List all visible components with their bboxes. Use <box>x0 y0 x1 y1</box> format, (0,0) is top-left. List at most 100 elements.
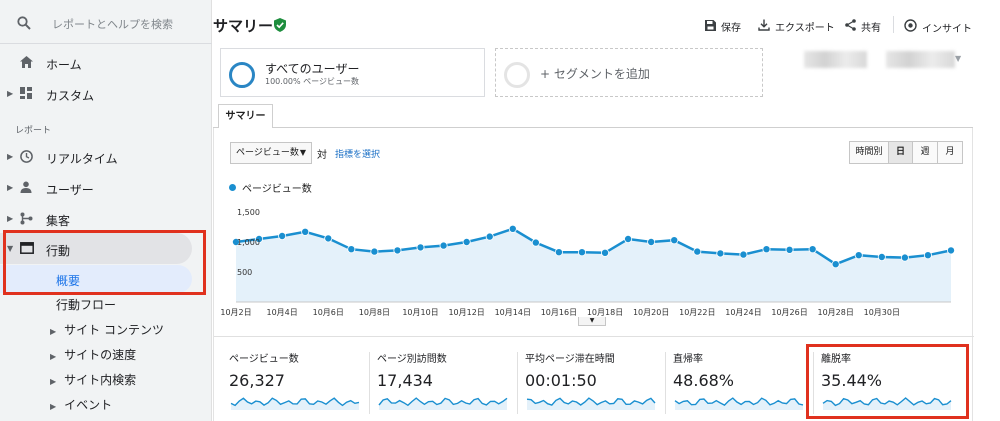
segment-subtitle: 100.00% ページビュー数 <box>265 77 359 86</box>
sidebar-item-home[interactable]: ホーム <box>0 48 212 78</box>
metric-card-pageviews[interactable]: ページビュー数 26,327 <box>229 350 369 421</box>
expand-arrow-icon: ▶ <box>7 152 14 161</box>
data-point <box>324 234 333 243</box>
sidebar-item-label: サイト内検索 <box>64 373 137 387</box>
report-tabs: サマリー <box>213 104 973 129</box>
sidebar-item-label: サイト コンテンツ <box>64 323 164 337</box>
sidebar-item-site-content[interactable]: ▶ サイト コンテンツ <box>50 321 164 338</box>
x-tick-label: 10月20日 <box>633 308 669 317</box>
sidebar-item-site-speed[interactable]: ▶ サイトの速度 <box>50 346 136 363</box>
search-placeholder[interactable]: レポートとヘルプを検索 <box>52 18 173 31</box>
sparkline <box>378 397 508 410</box>
metric-card-bounce-rate[interactable]: 直帰率 48.68% <box>673 350 813 421</box>
segment-all-users[interactable]: すべてのユーザー 100.00% ページビュー数 <box>220 48 485 97</box>
chart-legend: ページビュー数 <box>229 180 312 195</box>
expand-arrow-icon: ▶ <box>50 377 57 386</box>
metric-card-avg-time-on-page[interactable]: 平均ページ滞在時間 00:01:50 <box>525 350 665 421</box>
sidebar-item-realtime[interactable]: ▶ リアルタイム <box>0 142 212 172</box>
date-dropdown-icon[interactable]: ▼ <box>955 54 962 63</box>
data-point <box>278 232 287 241</box>
verified-shield-icon <box>274 17 286 36</box>
home-icon <box>20 56 33 71</box>
data-point <box>601 248 610 257</box>
reports-section-header: レポート <box>15 126 52 136</box>
report-panel: ページビュー数 ▼ 対 指標を選択 時間別 日 週 月 ページビュー数 1,50… <box>213 128 974 421</box>
granularity-month[interactable]: 月 <box>937 142 962 163</box>
x-tick-label: 10月8日 <box>359 308 390 317</box>
add-segment-button[interactable]: + セグメントを追加 <box>495 48 763 97</box>
sparkline-path <box>822 397 952 407</box>
segment-title: すべてのユーザー <box>265 62 360 76</box>
chart-expand-handle[interactable]: ▼ <box>578 317 606 326</box>
sparkline-path <box>230 397 360 407</box>
pageviews-line-chart: 1,500 1,000 500 10月2日 10月4日 10月6日 10月8日 10月10日 1… <box>220 208 956 317</box>
section-divider <box>214 336 974 337</box>
metric-separator <box>517 352 518 414</box>
sidebar-item-label: ユーザー <box>46 183 94 197</box>
granularity-hourly[interactable]: 時間別 <box>850 142 888 163</box>
data-point <box>716 249 725 258</box>
sidebar-item-site-search[interactable]: ▶ サイト内検索 <box>50 371 136 388</box>
data-point <box>577 248 586 257</box>
legend-dot <box>229 184 236 191</box>
metric-value: 17,434 <box>377 371 433 390</box>
sidebar-item-users[interactable]: ▶ ユーザー <box>0 173 212 203</box>
sparkline-fill <box>379 398 507 410</box>
choose-metric-link[interactable]: 指標を選択 <box>335 150 381 160</box>
sidebar-item-acquisition[interactable]: ▶ 集客 <box>0 204 212 234</box>
export-button[interactable]: エクスポート <box>758 19 835 34</box>
page-title: サマリー <box>213 17 274 35</box>
data-point <box>762 245 771 254</box>
sidebar-item-label: 集客 <box>46 214 71 228</box>
data-point <box>647 238 656 247</box>
metric-label: ページビュー数 <box>229 354 299 365</box>
expand-arrow-icon: ▶ <box>7 89 14 98</box>
highlight-box-behavior <box>3 230 206 295</box>
data-point <box>947 246 956 255</box>
active-section-background <box>0 233 192 264</box>
metric-value: 26,327 <box>229 371 285 390</box>
sidebar-search[interactable]: レポートとヘルプを検索 <box>0 0 212 44</box>
versus-label: 対 <box>317 150 327 161</box>
share-button[interactable]: 共有 <box>845 19 881 34</box>
legend-label: ページビュー数 <box>242 184 312 195</box>
sidebar-item-label: リアルタイム <box>46 152 118 166</box>
save-button[interactable]: 保存 <box>705 19 741 34</box>
sparkline-path <box>674 397 804 406</box>
sidebar-item-label: 行動 <box>46 244 71 258</box>
expand-arrow-icon: ▶ <box>50 352 57 361</box>
page-header: サマリー 保存 エクスポート 共有 インサイト <box>213 0 1000 48</box>
sidebar-item-custom[interactable]: ▶ カスタム <box>0 79 212 109</box>
download-icon <box>758 19 770 34</box>
sparkline-fill <box>675 398 803 410</box>
insights-icon <box>904 19 917 35</box>
sidebar-item-events[interactable]: ▶ イベント <box>50 396 112 413</box>
x-tick-label: 10月22日 <box>679 308 715 317</box>
tab-summary[interactable]: サマリー <box>218 104 273 129</box>
data-point <box>231 238 240 247</box>
y-tick-label: 500 <box>237 268 252 277</box>
metric-card-exit-rate[interactable]: 離脱率 35.44% <box>821 350 961 421</box>
sparkline <box>230 397 360 410</box>
insights-button[interactable]: インサイト <box>904 19 972 35</box>
save-label: 保存 <box>721 23 741 34</box>
blurred-date-range <box>886 51 955 68</box>
metric-card-unique-pageviews[interactable]: ページ別訪問数 17,434 <box>377 350 517 421</box>
granularity-day[interactable]: 日 <box>888 142 912 163</box>
x-tick-label: 10月30日 <box>864 308 900 317</box>
metric-select[interactable]: ページビュー数 ▼ <box>230 142 312 164</box>
data-point <box>900 253 909 262</box>
chart-area-fill <box>236 228 951 302</box>
segment-bar: すべてのユーザー 100.00% ページビュー数 + セグメントを追加 <box>213 48 1000 102</box>
sidebar-item-overview[interactable]: 概要 <box>0 265 192 293</box>
sidebar-item-behavior[interactable]: ▼ 行動 <box>0 234 212 264</box>
sidebar-item-behavior-flow[interactable]: 行動フロー <box>56 298 117 312</box>
data-point <box>877 253 886 262</box>
granularity-week[interactable]: 週 <box>912 142 937 163</box>
metric-label: 直帰率 <box>673 354 703 365</box>
share-icon <box>845 19 856 34</box>
metric-value: 48.68% <box>673 371 735 390</box>
metric-separator <box>665 352 666 414</box>
metric-value: 35.44% <box>821 371 883 390</box>
acquisition-icon <box>20 212 33 228</box>
